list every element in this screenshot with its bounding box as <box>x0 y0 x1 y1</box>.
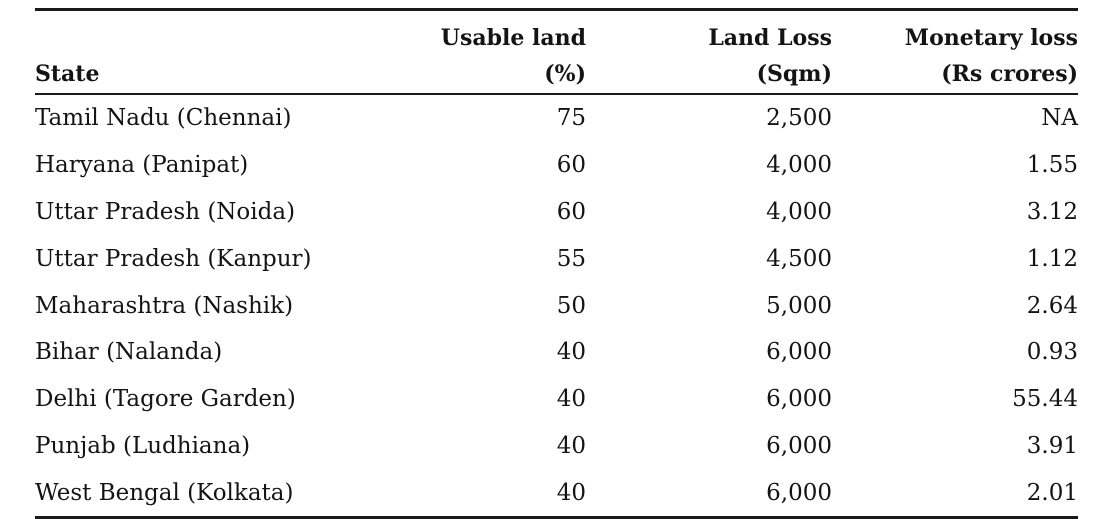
cell-land-loss: 4,000 <box>766 152 832 179</box>
cell-land-loss: 6,000 <box>766 339 832 366</box>
cell-state: Bihar (Nalanda) <box>35 339 223 366</box>
cell-land-loss: 6,000 <box>766 386 832 413</box>
header-land-loss: Land Loss <box>586 8 832 53</box>
header-monetary-loss-unit: (Rs crores) <box>832 53 1078 95</box>
table-row: Uttar Pradesh (Kanpur) 55 4,500 1.12 <box>35 235 1078 282</box>
cell-usable-land: 40 <box>556 339 586 366</box>
table-row: Haryana (Panipat) 60 4,000 1.55 <box>35 142 1078 189</box>
cell-monetary-loss: 1.12 <box>1026 245 1078 272</box>
cell-land-loss: 6,000 <box>586 469 832 519</box>
cell-land-loss: 4,500 <box>766 245 832 272</box>
header-monetary-loss: Monetary loss <box>832 8 1078 53</box>
cell-usable-land: 40 <box>556 386 586 413</box>
cell-monetary-loss: NA <box>1041 105 1078 132</box>
cell-monetary-loss: 2.01 <box>832 469 1078 519</box>
land-loss-table-container: Usable land Land Loss Monetary loss Stat… <box>35 8 1078 519</box>
table-row: Maharashtra (Nashik) 50 5,000 2.64 <box>35 282 1078 329</box>
header-state-spacer <box>35 8 435 53</box>
header-row-bottom: State (%) (Sqm) (Rs crores) <box>35 53 1078 95</box>
cell-usable-land: 40 <box>435 469 586 519</box>
cell-state: West Bengal (Kolkata) <box>35 469 435 519</box>
cell-usable-land: 50 <box>556 292 586 319</box>
cell-usable-land: 55 <box>556 245 586 272</box>
cell-state: Haryana (Panipat) <box>35 152 249 179</box>
cell-usable-land: 60 <box>556 152 586 179</box>
cell-monetary-loss: 0.93 <box>1026 339 1078 366</box>
cell-usable-land: 60 <box>556 198 586 225</box>
cell-land-loss: 2,500 <box>766 105 832 132</box>
cell-monetary-loss: 3.12 <box>1026 198 1078 225</box>
cell-state: Tamil Nadu (Chennai) <box>35 105 292 132</box>
cell-state: Uttar Pradesh (Kanpur) <box>35 245 312 272</box>
header-usable-land: Usable land <box>435 8 586 53</box>
cell-state: Delhi (Tagore Garden) <box>35 386 296 413</box>
cell-land-loss: 4,000 <box>766 198 832 225</box>
cell-state: Maharashtra (Nashik) <box>35 292 294 319</box>
table-row: Delhi (Tagore Garden) 40 6,000 55.44 <box>35 376 1078 423</box>
table-row: Uttar Pradesh (Noida) 60 4,000 3.12 <box>35 189 1078 236</box>
header-state: State <box>35 53 435 95</box>
land-loss-table: Usable land Land Loss Monetary loss Stat… <box>35 8 1078 519</box>
table-row: West Bengal (Kolkata) 40 6,000 2.01 <box>35 469 1078 519</box>
table-body: Tamil Nadu (Chennai) 75 2,500 NA Haryana… <box>35 94 1078 519</box>
cell-state: Uttar Pradesh (Noida) <box>35 198 296 225</box>
table-row: Punjab (Ludhiana) 40 6,000 3.91 <box>35 423 1078 470</box>
table-header: Usable land Land Loss Monetary loss Stat… <box>35 8 1078 95</box>
cell-monetary-loss: 3.91 <box>1026 432 1078 459</box>
cell-state: Punjab (Ludhiana) <box>35 432 251 459</box>
table-row: Bihar (Nalanda) 40 6,000 0.93 <box>35 329 1078 376</box>
cell-monetary-loss: 55.44 <box>1012 386 1078 413</box>
header-land-loss-unit: (Sqm) <box>586 53 832 95</box>
cell-land-loss: 6,000 <box>766 432 832 459</box>
header-usable-land-unit: (%) <box>435 53 586 95</box>
cell-monetary-loss: 2.64 <box>1026 292 1078 319</box>
cell-land-loss: 5,000 <box>766 292 832 319</box>
header-row-top: Usable land Land Loss Monetary loss <box>35 8 1078 53</box>
table-row: Tamil Nadu (Chennai) 75 2,500 NA <box>35 94 1078 142</box>
cell-usable-land: 40 <box>556 432 586 459</box>
cell-usable-land: 75 <box>556 105 586 132</box>
cell-monetary-loss: 1.55 <box>1026 152 1078 179</box>
